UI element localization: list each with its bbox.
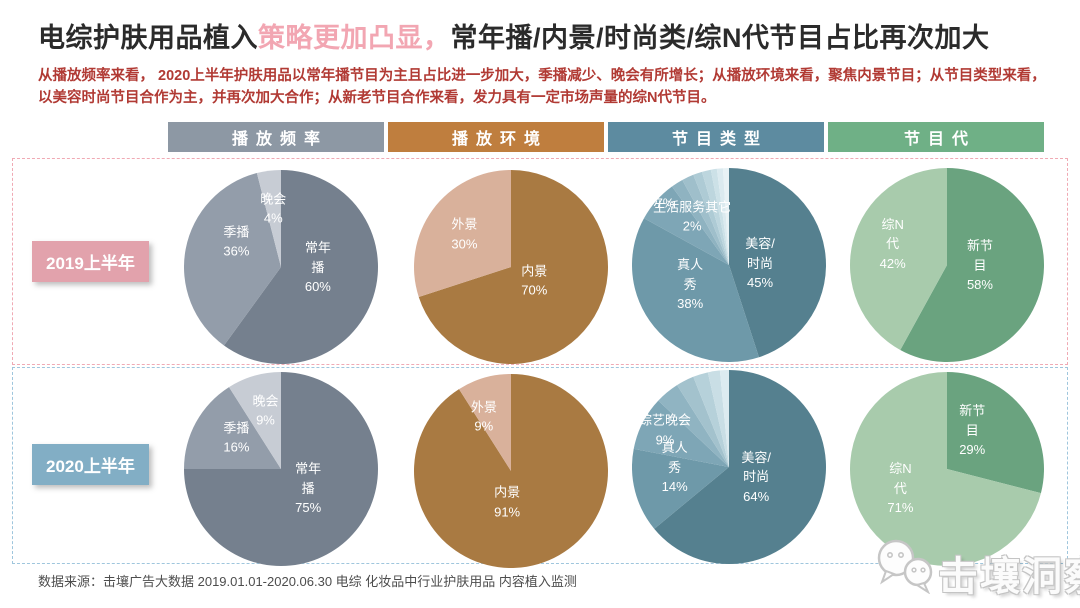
pie-slice-label: 新节目 29% <box>959 402 986 457</box>
pie-slice <box>693 171 729 265</box>
row-label-2020: 2020上半年 <box>32 444 149 485</box>
pie-slice <box>418 170 608 364</box>
pie-slice <box>223 170 378 364</box>
pie-2019-play-environment: 内景 70% 外景 30% <box>414 170 608 364</box>
pie-2019-play-frequency: 常年播 60% 季播 36% 晚会 4% <box>184 170 378 364</box>
pie-slice-label: 晚会 9% <box>252 393 279 428</box>
title-part1: 电综护肤用品植入 <box>38 23 258 53</box>
pie-slice-label: 外景 30% <box>451 216 478 252</box>
column-header-play-frequency: 播放频率 <box>168 122 384 152</box>
watermark: 击壤洞察 <box>872 536 1080 602</box>
pie-slice <box>671 179 729 265</box>
chat-bubbles-icon <box>872 536 938 599</box>
pie-slice <box>643 186 729 265</box>
pie-slice-label: 生活服务其它 2% <box>653 199 732 234</box>
pie-slice <box>722 168 729 265</box>
pie-slice-label: 季播 16% <box>223 420 250 455</box>
column-header-program-type: 节目类型 <box>608 122 824 152</box>
pie-slice <box>850 168 947 351</box>
pie-slice <box>850 372 1041 566</box>
pie-2020-program-generation: 新节目 29% 综N 代 71% <box>850 372 1044 566</box>
pie-slice <box>256 170 281 267</box>
pie-slice <box>716 168 729 265</box>
pie-slice-label: 内景 91% <box>494 484 521 520</box>
pie-2020-play-environment: 内景 91% 外景 9% <box>414 374 608 568</box>
pie-slice-label: 晚会 4% <box>260 191 287 226</box>
column-header-play-environment: 播放环境 <box>388 122 604 152</box>
pie-slice-label: 常年播 60% <box>304 239 331 294</box>
pie-slice-label: 常年播 75% <box>295 461 322 516</box>
pie-slice-label: 真人秀 14% <box>661 439 688 494</box>
pie-slice <box>414 170 511 297</box>
pie-slice <box>654 370 826 564</box>
pie-slice-label: 美容/时尚 64% <box>741 449 771 504</box>
column-header-program-generation: 节目代 <box>828 122 1044 152</box>
pie-slice <box>633 400 729 467</box>
pie-slice-label: 内景 70% <box>521 263 548 298</box>
pie-slice <box>707 370 729 467</box>
pie-slice <box>710 168 729 265</box>
column-headers: 播放频率 播放环境 节目类型 节目代 <box>168 122 1044 152</box>
pie-slice <box>900 168 1044 362</box>
pie-slice <box>693 372 729 467</box>
pie-slice-label: 美容/时尚 45% <box>745 235 775 290</box>
pie-2019-program-generation: 新节目 58% 综N 代 42% <box>850 168 1044 362</box>
pie-slice-label: 外景 9% <box>470 399 497 434</box>
pie-slice <box>414 374 608 568</box>
pie-slice <box>677 376 729 467</box>
pie-slice <box>682 174 729 265</box>
pie-slice <box>184 173 281 346</box>
pie-2020-play-frequency: 常年播 75% 季播 16% 晚会 9% <box>184 372 378 566</box>
pie-slice <box>729 168 826 358</box>
row-label-2019: 2019上半年 <box>32 241 149 282</box>
row-2019-border <box>12 158 1068 365</box>
title-highlight: 策略更加凸显， <box>258 23 451 53</box>
pie-slice-label: 真人秀 38% <box>677 257 704 312</box>
pie-slice-label: 综N 代 71% <box>887 461 914 516</box>
pie-slice-label: 综艺晚会 9% <box>638 412 691 448</box>
pie-2019-program-type: 美容/时尚 45% 真人秀 38% 7% 生活服务其它 2% <box>632 168 826 362</box>
pie-slice-label: 新节目 58% <box>966 237 993 292</box>
pie-slice-label: 季播 36% <box>223 224 250 259</box>
pie-slice-label: 7% <box>655 195 675 211</box>
page-title: 电综护肤用品植入策略更加凸显，常年播/内景/时尚类/综N代节目占比再次加大 <box>38 16 990 55</box>
pie-slice <box>184 387 281 469</box>
pie-slice <box>632 448 729 529</box>
summary-text: 从播放频率来看， 2020上半年护肤用品以常年播节目为主且占比进一步加大，季播减… <box>38 68 1046 106</box>
pie-slice <box>658 385 729 467</box>
pie-slice <box>632 218 759 362</box>
title-part2: 常年播/内景/时尚类/综N代节目占比再次加大 <box>450 23 990 53</box>
pie-slice <box>701 169 729 265</box>
data-source-note: 数据来源：击壤广告大数据 2019.01.01-2020.06.30 电综 化妆… <box>38 574 577 589</box>
pie-slice <box>719 370 729 467</box>
pie-slice <box>459 374 511 471</box>
pie-slice <box>947 372 1044 494</box>
pie-2020-program-type: 美容/时尚 64% 真人秀 14% 综艺晚会 9% <box>632 370 826 564</box>
watermark-text: 击壤洞察 <box>938 555 1080 599</box>
pie-slice <box>229 372 281 469</box>
pie-slice-label: 综N 代 42% <box>879 216 906 271</box>
